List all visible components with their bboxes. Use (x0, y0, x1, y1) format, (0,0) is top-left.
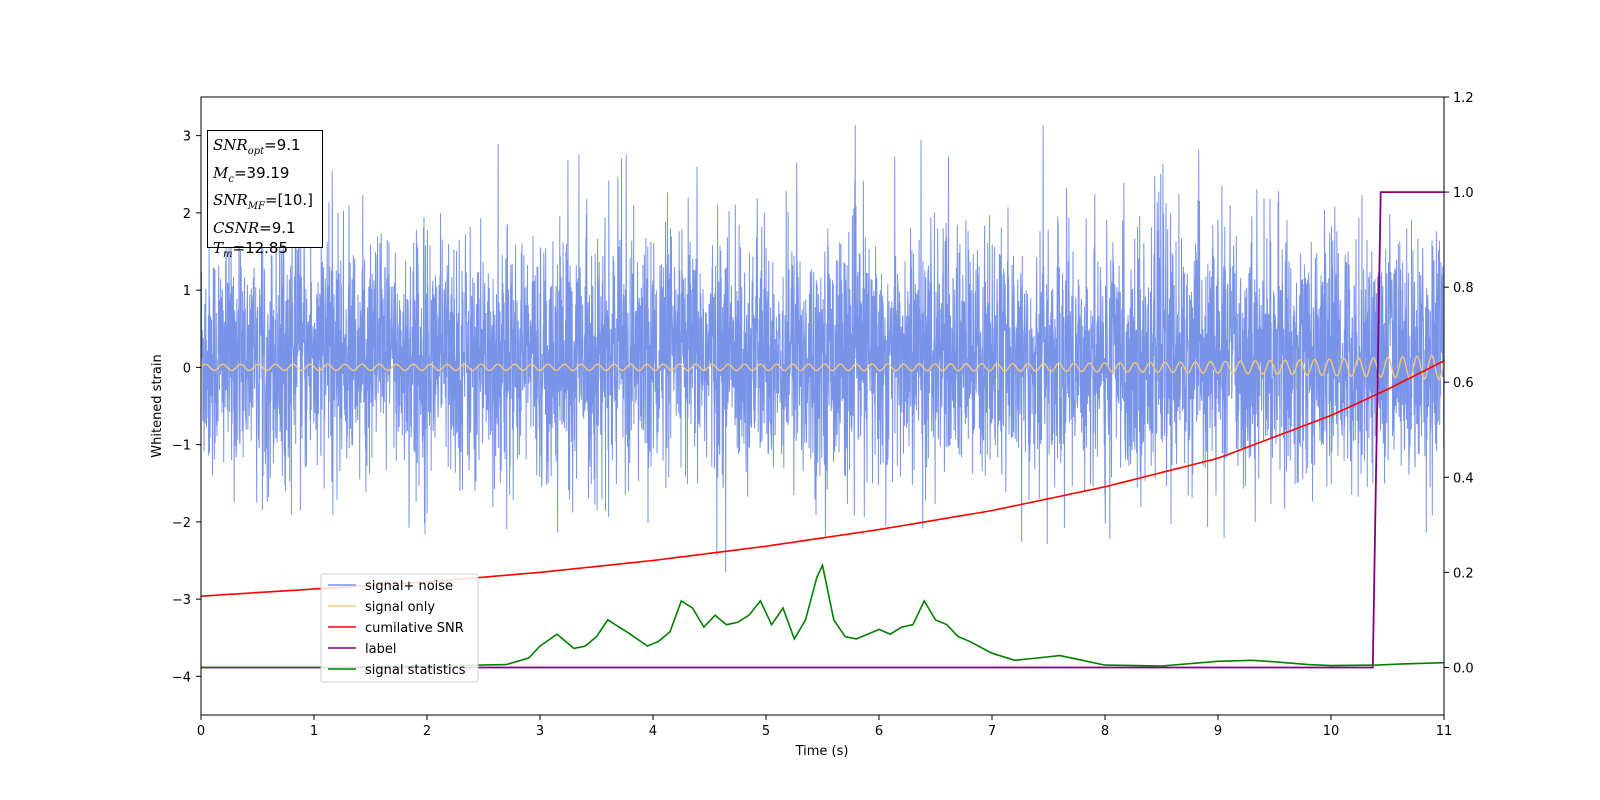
y-tick-label: 0 (183, 361, 191, 376)
x-tick-label: 0 (197, 724, 205, 739)
x-tick-label: 8 (1101, 724, 1109, 739)
stats-annotation-box: SNRopt=9.1 Mc=39.19 SNRMF=[10.] CSNR=9.1… (207, 130, 323, 260)
x-tick-label: 5 (762, 724, 770, 739)
y2-tick-label: 0.8 (1453, 281, 1474, 296)
y2-tick-label: 0.2 (1453, 566, 1474, 581)
y-axis-label: Whitened strain (150, 354, 165, 457)
legend-label-signal-only: signal only (365, 600, 435, 615)
legend: signal+ noise signal only cumilative SNR… (320, 573, 479, 683)
y-tick-label: −4 (172, 670, 191, 685)
x-tick-label: 1 (310, 724, 318, 739)
plot-frame (200, 96, 1445, 716)
legend-label-label: label (365, 642, 396, 657)
x-tick-label: 2 (423, 724, 431, 739)
annotation-mc: Mc=39.19 (213, 163, 290, 185)
y2-tick-label: 0.4 (1453, 471, 1474, 486)
series-signal-only (201, 354, 1444, 381)
series-label (201, 191, 1444, 669)
x-tick-label: 9 (1214, 724, 1222, 739)
x-tick-label: 7 (988, 724, 996, 739)
y-tick-label: −3 (172, 593, 191, 608)
y-tick-label: −2 (172, 516, 191, 531)
y2-tick-label: 1.2 (1453, 91, 1474, 106)
annotation-snr-opt: SNRopt=9.1 (213, 136, 301, 157)
legend-label-cumulative-snr: cumilative SNR (365, 621, 464, 636)
y-axis-left: −4 −3 −2 −1 0 1 2 3 (172, 130, 201, 685)
x-tick-label: 10 (1323, 724, 1340, 739)
y2-tick-label: 0.6 (1453, 376, 1474, 391)
x-tick-label: 4 (649, 724, 657, 739)
x-axis: 0 1 2 3 4 5 6 7 8 9 10 11 (197, 715, 1452, 739)
legend-label-signal-noise: signal+ noise (365, 579, 453, 594)
annotation-tm: Tm=12.85 (213, 239, 289, 260)
x-tick-label: 11 (1436, 724, 1453, 739)
y-tick-label: 2 (183, 207, 191, 222)
y-tick-label: 1 (183, 284, 191, 299)
series-signal-noise (201, 125, 1444, 573)
y2-tick-label: 1.0 (1453, 186, 1474, 201)
x-tick-label: 3 (536, 724, 544, 739)
y-tick-label: −1 (172, 439, 191, 454)
legend-label-signal-statistics: signal statistics (365, 663, 466, 678)
annotation-csnr: CSNR=9.1 (213, 218, 296, 237)
annotation-snr-mf: SNRMF=[10.] (213, 191, 314, 212)
series-signal-statistics (201, 562, 1444, 669)
x-tick-label: 6 (875, 724, 883, 739)
y2-tick-label: 0.0 (1453, 661, 1474, 676)
y-axis-right: 0.0 0.2 0.4 0.6 0.8 1.0 1.2 (1444, 91, 1474, 676)
x-axis-label: Time (s) (795, 744, 849, 759)
y-tick-label: 3 (183, 130, 191, 145)
